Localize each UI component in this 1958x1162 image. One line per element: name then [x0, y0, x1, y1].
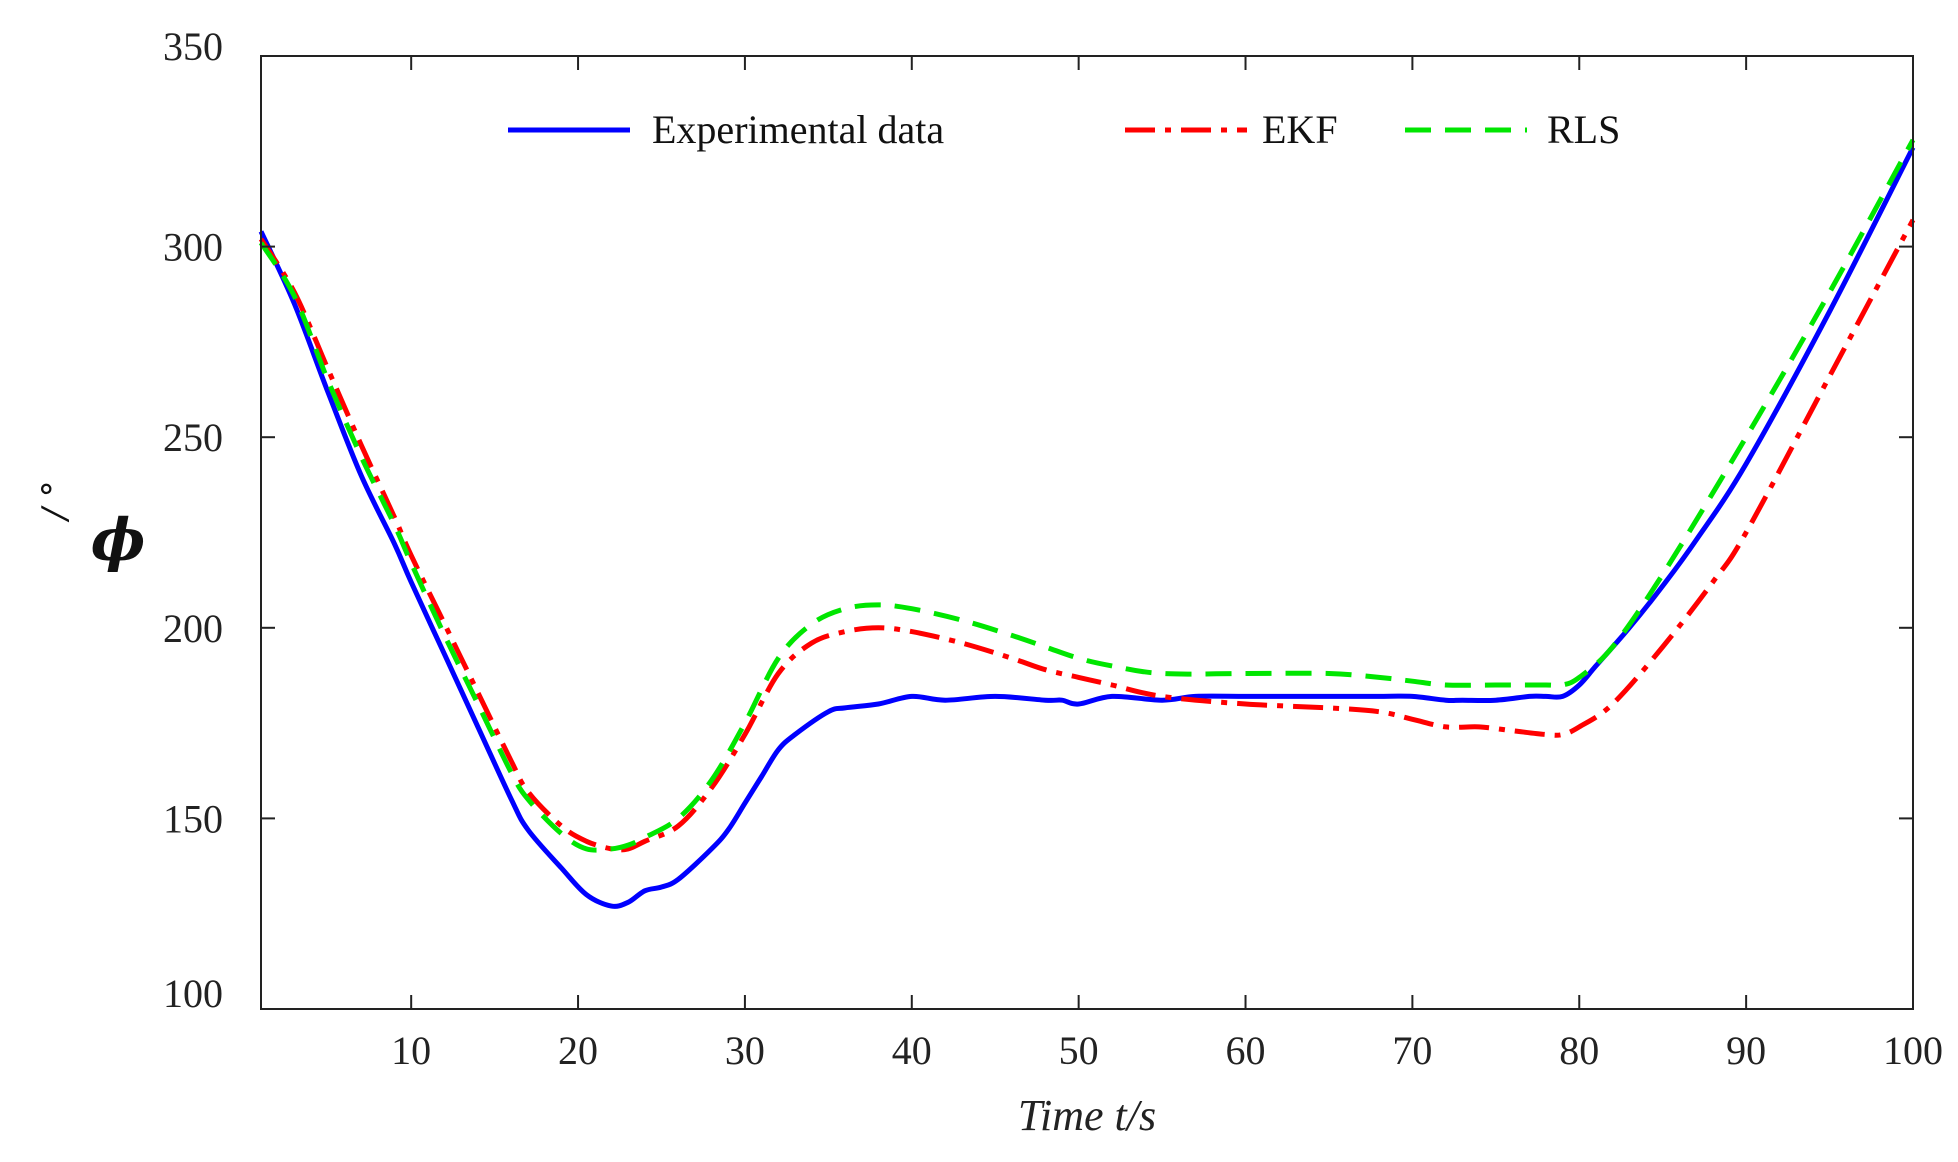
plot-area-frame [260, 55, 1914, 1010]
series-layer [258, 138, 1916, 909]
x-tick-label: 70 [1392, 1028, 1432, 1073]
y-tick-label: 350 [163, 24, 223, 69]
x-tick-label: 30 [725, 1028, 765, 1073]
y-tick-label: 200 [163, 606, 223, 651]
legend-label: Experimental data [652, 107, 944, 152]
y-axis-title: ϕ / ° [35, 480, 145, 574]
x-tick-label: 90 [1726, 1028, 1766, 1073]
x-tick-label: 40 [892, 1028, 932, 1073]
y-axis-symbol: ϕ [91, 506, 146, 574]
series-line-experimental-data [258, 146, 1916, 909]
x-tick-label: 10 [391, 1028, 431, 1073]
y-axis-unit: / ° [35, 480, 75, 522]
legend: Experimental data EKF RLS [508, 107, 1620, 152]
x-tick-label: 60 [1226, 1028, 1266, 1073]
y-tick-label: 250 [163, 415, 223, 460]
y-tick-label: 150 [163, 796, 223, 841]
y-tick-label: 100 [163, 971, 223, 1016]
y-tick-label: 300 [163, 225, 223, 270]
series-line-ekf [258, 218, 1916, 853]
x-tick-label: 80 [1559, 1028, 1599, 1073]
legend-label: RLS [1547, 107, 1620, 152]
legend-label: EKF [1262, 107, 1338, 152]
series-line-rls [258, 138, 1916, 853]
tick-labels: 10 20 30 40 50 60 70 80 90 100 100 150 200 250 300 350 [163, 24, 1943, 1073]
x-axis-title: Time t/s [1018, 1091, 1156, 1140]
x-tick-label: 20 [558, 1028, 598, 1073]
x-tick-label: 50 [1059, 1028, 1099, 1073]
x-tick-label: 100 [1883, 1028, 1943, 1073]
axis-ticks [261, 55, 1914, 1010]
